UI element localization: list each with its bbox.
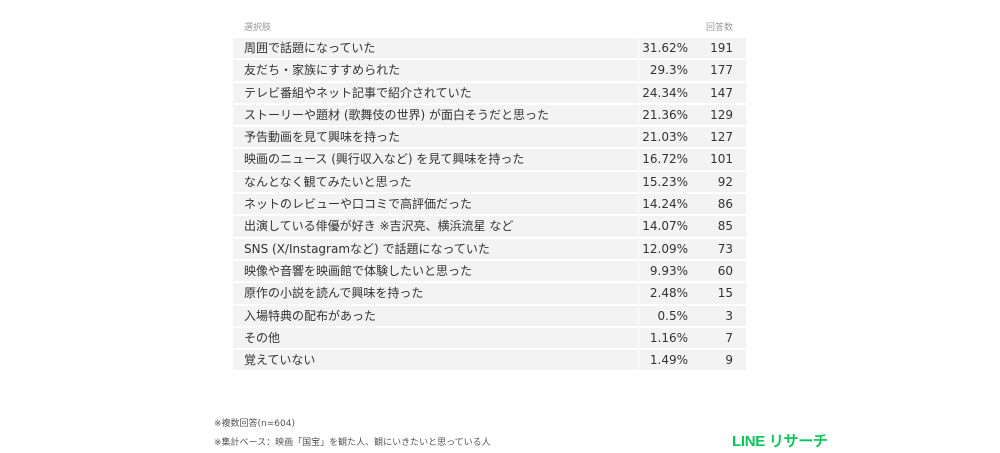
- column-divider: [638, 305, 639, 326]
- column-divider: [638, 60, 639, 81]
- row-label: 予告動画を見て興味を持った: [244, 130, 401, 145]
- results-table: 周囲で話題になっていた 31.62% 191 友だち・家族にすすめられた 29.3% 17…: [233, 38, 746, 372]
- column-divider: [638, 104, 639, 126]
- table-row: 原作の小説を読んで興味を持った 2.48% 15: [233, 283, 746, 304]
- table-row: ネットのレビューや口コミで高評価だった 14.24% 86: [233, 194, 746, 215]
- row-count: 191: [710, 41, 733, 55]
- row-label: 友だち・家族にすすめられた: [244, 63, 401, 78]
- row-label: 出演している俳優が好き ※吉沢亮、横浜流星 など: [244, 219, 514, 234]
- row-count: 92: [717, 174, 733, 189]
- column-divider: [638, 194, 639, 215]
- row-label: 映像や音響を映画館で体験したいと思った: [244, 263, 473, 278]
- row-count: 101: [710, 152, 733, 167]
- note-base: ※集計ベース：映画「国宝」を観た人、観にいきたいと思っている人: [214, 438, 491, 448]
- column-divider: [638, 238, 639, 259]
- row-count: 73: [717, 241, 733, 256]
- note-multiple-answer: ※複数回答(n=604): [214, 419, 295, 429]
- row-count: 127: [710, 130, 733, 145]
- row-label: なんとなく観てみたいと思った: [244, 174, 412, 189]
- row-percent: 21.03%: [642, 130, 688, 145]
- row-percent: 9.93%: [649, 263, 688, 278]
- column-divider: [638, 127, 639, 148]
- row-count: 177: [710, 63, 733, 78]
- line-research-logo: LINE リサーチ: [732, 433, 828, 450]
- row-label: その他: [244, 330, 281, 345]
- row-label: 周囲で話題になっていた: [244, 41, 376, 55]
- row-percent: 29.3%: [649, 63, 688, 78]
- row-count: 7: [725, 330, 733, 345]
- row-label: 映画のニュース (興行収入など) を見て興味を持った: [244, 152, 525, 167]
- column-divider: [638, 149, 639, 170]
- row-percent: 12.09%: [642, 241, 688, 256]
- table-row: ストーリーや題材 (歌舞伎の世界) が面白そうだと思った 21.36% 129: [233, 104, 746, 126]
- row-count: 85: [717, 219, 733, 234]
- column-divider: [638, 216, 639, 237]
- row-count: 9: [725, 353, 733, 368]
- row-count: 86: [717, 197, 733, 212]
- column-divider: [638, 171, 639, 193]
- column-divider: [638, 327, 639, 349]
- table-row: 出演している俳優が好き ※吉沢亮、横浜流星 など 14.07% 85: [233, 216, 746, 237]
- row-percent: 15.23%: [642, 174, 688, 189]
- table-row: 予告動画を見て興味を持った 21.03% 127: [233, 127, 746, 148]
- row-percent: 14.07%: [642, 219, 688, 234]
- row-count: 15: [717, 286, 733, 301]
- row-label: 入場特典の配布があった: [244, 308, 377, 323]
- table-row: テレビ番組やネット記事で紹介されていた 24.34% 147: [233, 82, 746, 103]
- row-percent: 14.24%: [642, 197, 688, 212]
- table-row: その他 1.16% 7: [233, 327, 746, 349]
- column-divider: [638, 38, 639, 59]
- row-percent: 1.49%: [649, 353, 688, 368]
- column-divider: [638, 283, 639, 304]
- row-percent: 21.36%: [642, 107, 688, 122]
- row-percent: 1.16%: [649, 330, 688, 345]
- column-divider: [638, 260, 639, 282]
- row-percent: 16.72%: [642, 152, 688, 167]
- row-percent: 31.62%: [642, 41, 688, 55]
- row-percent: 2.48%: [649, 286, 688, 301]
- column-divider: [638, 350, 639, 371]
- header-choice: 選択肢: [244, 23, 272, 33]
- row-count: 60: [717, 263, 733, 278]
- row-label: SNS (X/Instagramなど) で話題になっていた: [244, 241, 490, 256]
- table-row: 友だち・家族にすすめられた 29.3% 177: [233, 60, 746, 81]
- row-label: 原作の小説を読んで興味を持った: [244, 286, 424, 301]
- row-count: 129: [710, 107, 733, 122]
- row-label: 覚えていない: [244, 353, 316, 368]
- row-label: テレビ番組やネット記事で紹介されていた: [244, 85, 472, 100]
- row-label: ストーリーや題材 (歌舞伎の世界) が面白そうだと思った: [244, 107, 549, 122]
- table-row: 映画のニュース (興行収入など) を見て興味を持った 16.72% 101: [233, 149, 746, 170]
- row-percent: 24.34%: [642, 85, 688, 100]
- row-count: 147: [710, 85, 733, 100]
- table-row: 入場特典の配布があった 0.5% 3: [233, 305, 746, 326]
- table-row: 映像や音響を映画館で体験したいと思った 9.93% 60: [233, 260, 746, 282]
- column-divider: [638, 82, 639, 103]
- table-row: SNS (X/Instagramなど) で話題になっていた 12.09% 73: [233, 238, 746, 259]
- row-percent: 0.5%: [657, 308, 689, 323]
- table-row: なんとなく観てみたいと思った 15.23% 92: [233, 171, 746, 193]
- table-row: 覚えていない 1.49% 9: [233, 350, 746, 371]
- row-label: ネットのレビューや口コミで高評価だった: [244, 197, 473, 212]
- row-count: 3: [725, 308, 733, 323]
- header-count: 回答数: [706, 23, 734, 33]
- table-row: 周囲で話題になっていた 31.62% 191: [233, 38, 746, 59]
